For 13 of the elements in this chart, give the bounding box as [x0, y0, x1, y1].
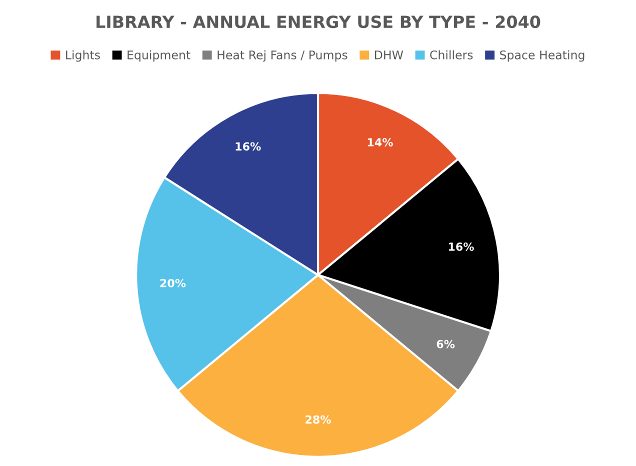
- chart-title: LIBRARY - ANNUAL ENERGY USE BY TYPE - 2040: [96, 16, 540, 28]
- data-label: 16%: [236, 142, 261, 151]
- data-label: 14%: [368, 138, 393, 146]
- legend-label: DHW: [375, 50, 404, 60]
- data-label: 16%: [448, 242, 474, 251]
- legend-label: Chillers: [430, 50, 473, 60]
- data-label: 6%: [436, 340, 455, 348]
- legend-label: Space Heating: [500, 50, 584, 62]
- legend-label: Lights: [66, 50, 100, 62]
- legend-label: Equipment: [128, 50, 190, 62]
- legend-label: Heat Rej Fans / Pumps: [218, 50, 348, 62]
- data-label: 20%: [160, 278, 186, 288]
- data-label: 28%: [306, 415, 331, 424]
